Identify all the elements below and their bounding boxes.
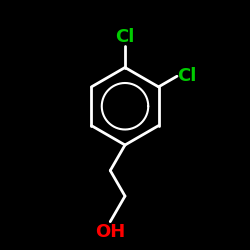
- Text: Cl: Cl: [115, 28, 135, 46]
- Text: Cl: Cl: [177, 67, 196, 85]
- Text: OH: OH: [95, 223, 125, 241]
